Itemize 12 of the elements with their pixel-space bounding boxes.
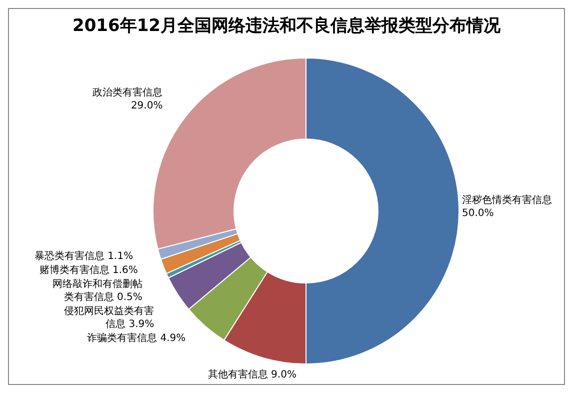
slice-label: 其他有害信息 9.0% [208, 368, 296, 381]
slice-label: 网络敲诈和有偿删帖类有害信息 0.5% [52, 278, 142, 303]
slice-label: 侵犯网民权益类有害信息 3.9% [64, 304, 154, 330]
slice-label: 暴恐类有害信息 1.1% [34, 250, 134, 262]
slice-label: 政治类有害信息 [92, 86, 163, 99]
chart-title: 2016年12月全国网络违法和不良信息举报类型分布情况 [72, 16, 502, 36]
slice-label: 诈骗类有害信息 4.9% [87, 332, 186, 344]
slice-label: 淫秽色情类有害信息 [462, 194, 552, 206]
data-label: 29.0% [130, 100, 163, 112]
slice-label: 赌博类有害信息 1.6% [39, 264, 138, 276]
donut-slice [160, 233, 241, 274]
data-label: 50.0% [462, 208, 494, 219]
